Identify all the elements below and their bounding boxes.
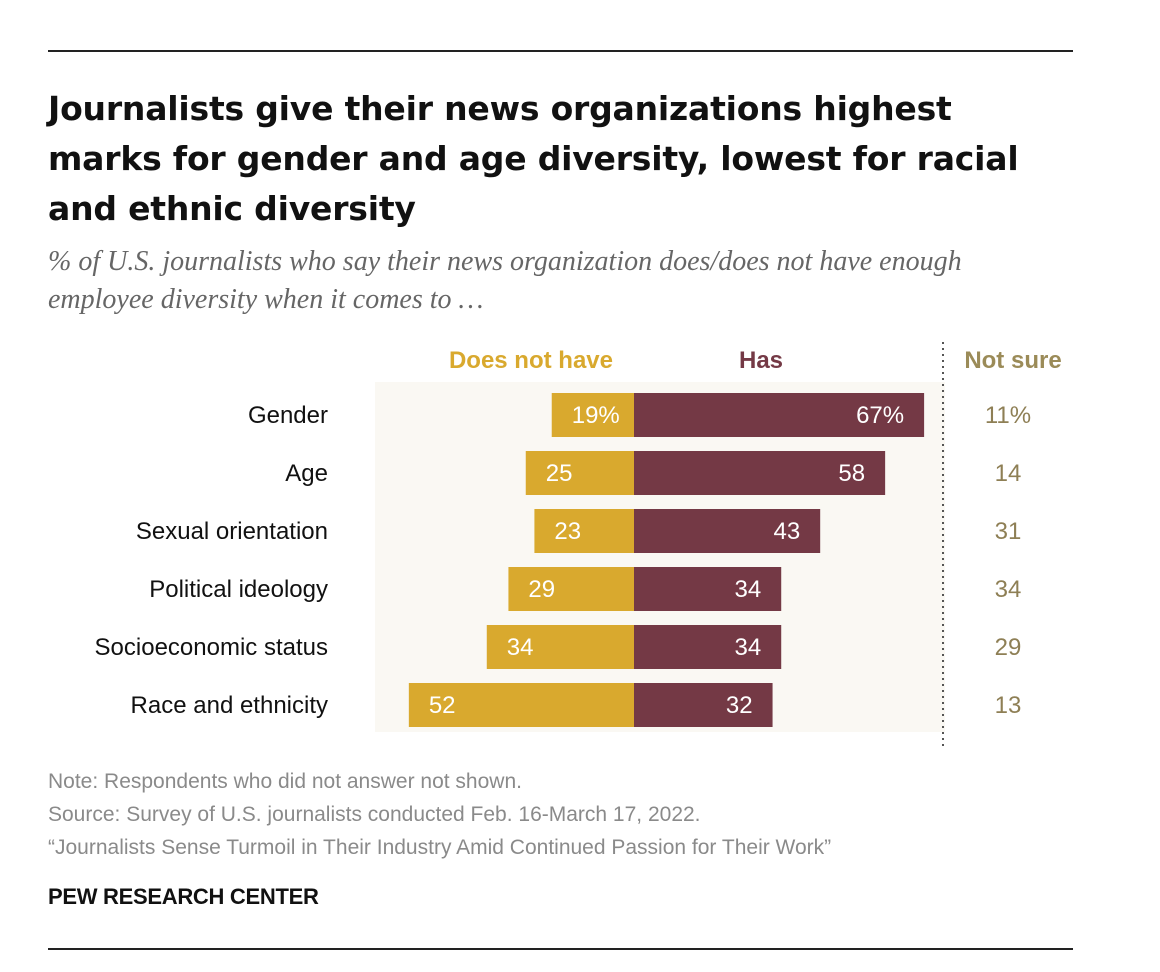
value-not-sure-political-ideology: 34 <box>995 576 1022 603</box>
bar-does-not-have-age <box>525 451 634 495</box>
chart-band <box>375 382 945 732</box>
value-not-sure-gender: 11% <box>985 402 1031 429</box>
value-not-sure-sexual-orientation: 31 <box>995 518 1022 545</box>
header-not-sure: Not sure <box>964 347 1061 374</box>
notes-block: Note: Respondents who did not answer not… <box>48 765 1098 864</box>
bar-has-sexual-orientation <box>634 509 821 553</box>
source-text: Source: Survey of U.S. journalists condu… <box>48 803 701 826</box>
bottom-rule <box>48 948 1073 950</box>
category-label-age: Age <box>285 460 328 487</box>
category-label-sexual-orientation: Sexual orientation <box>136 518 328 545</box>
value-does-not-have-socioeconomic-status: 34 <box>507 634 534 661</box>
bar-does-not-have-socioeconomic-status <box>486 625 634 669</box>
value-has-sexual-orientation: 43 <box>773 518 800 545</box>
value-has-race-and-ethnicity: 32 <box>726 692 753 719</box>
category-label-political-ideology: Political ideology <box>149 576 328 603</box>
chart-rows: Gender 19% 67% 11% Age 25 58 14 Sexual orientati… <box>95 393 1031 727</box>
value-has-political-ideology: 34 <box>735 576 762 603</box>
value-not-sure-age: 14 <box>995 460 1022 487</box>
bar-does-not-have-race-and-ethnicity <box>408 683 634 727</box>
diverging-bar-chart: Does not have Has Not sure Gender 19% 67% 1… <box>95 342 1062 748</box>
chart-title: Journalists give their news organization… <box>48 89 1019 228</box>
value-does-not-have-age: 25 <box>546 460 573 487</box>
header-has: Has <box>739 347 783 374</box>
bar-has-race-and-ethnicity <box>634 683 773 727</box>
note-text: Note: Respondents who did not answer not… <box>48 770 522 793</box>
bar-has-socioeconomic-status <box>634 625 782 669</box>
top-rule <box>48 50 1073 52</box>
value-does-not-have-sexual-orientation: 23 <box>554 518 581 545</box>
header-does-not-have: Does not have <box>449 347 613 374</box>
value-has-age: 58 <box>838 460 865 487</box>
brand-logo-text: PEW RESEARCH CENTER <box>48 884 319 909</box>
bar-has-political-ideology <box>634 567 782 611</box>
value-has-socioeconomic-status: 34 <box>735 634 762 661</box>
bar-has-gender <box>634 393 925 437</box>
value-does-not-have-race-and-ethnicity: 52 <box>429 692 456 719</box>
category-label-socioeconomic-status: Socioeconomic status <box>95 634 328 661</box>
value-not-sure-race-and-ethnicity: 13 <box>995 692 1022 719</box>
report-title: “Journalists Sense Turmoil in Their Indu… <box>48 836 832 859</box>
bar-does-not-have-sexual-orientation <box>534 509 634 553</box>
value-does-not-have-gender: 19% <box>572 402 620 429</box>
category-label-race-and-ethnicity: Race and ethnicity <box>131 692 328 719</box>
category-label-gender: Gender <box>248 402 328 429</box>
bar-does-not-have-political-ideology <box>508 567 634 611</box>
chart-subtitle: % of U.S. journalists who say their news… <box>48 246 962 315</box>
bar-has-age <box>634 451 886 495</box>
value-has-gender: 67% <box>856 402 904 429</box>
value-does-not-have-political-ideology: 29 <box>528 576 555 603</box>
value-not-sure-socioeconomic-status: 29 <box>995 634 1022 661</box>
bar-does-not-have-gender <box>551 393 634 437</box>
